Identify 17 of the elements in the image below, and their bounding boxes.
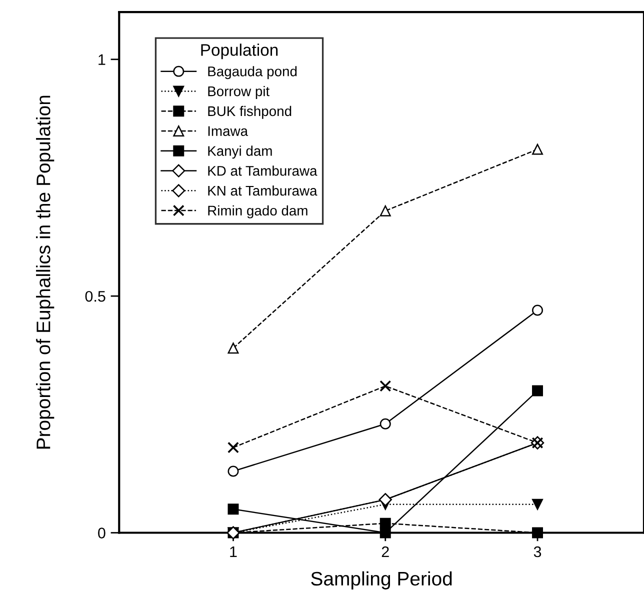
x-tick-label: 2	[382, 546, 389, 558]
legend-label: KD at Tamburawa	[208, 166, 318, 176]
y-axis-title: Proportion of Euphallics in the Population	[36, 96, 54, 449]
legend-label: Kanyi dam	[208, 146, 272, 159]
x-tick-label: 3	[534, 546, 542, 558]
y-tick-label: 0.5	[85, 290, 106, 302]
legend-label: KN at Tamburawa	[208, 185, 318, 196]
legend-label: Borrow pit	[208, 86, 270, 99]
legend-title: Population	[201, 44, 278, 60]
legend-label: Bagauda pond	[208, 66, 297, 80]
x-axis-title: Sampling Period	[311, 571, 452, 590]
legend-label: Imawa	[208, 126, 248, 136]
y-tick-label: 0	[98, 528, 106, 538]
legend-label: BUK fishpond	[208, 106, 292, 119]
y-tick-label: 1	[98, 54, 106, 65]
legend-label: Rimin gado dam	[208, 205, 308, 218]
x-tick-label: 1	[230, 546, 237, 558]
